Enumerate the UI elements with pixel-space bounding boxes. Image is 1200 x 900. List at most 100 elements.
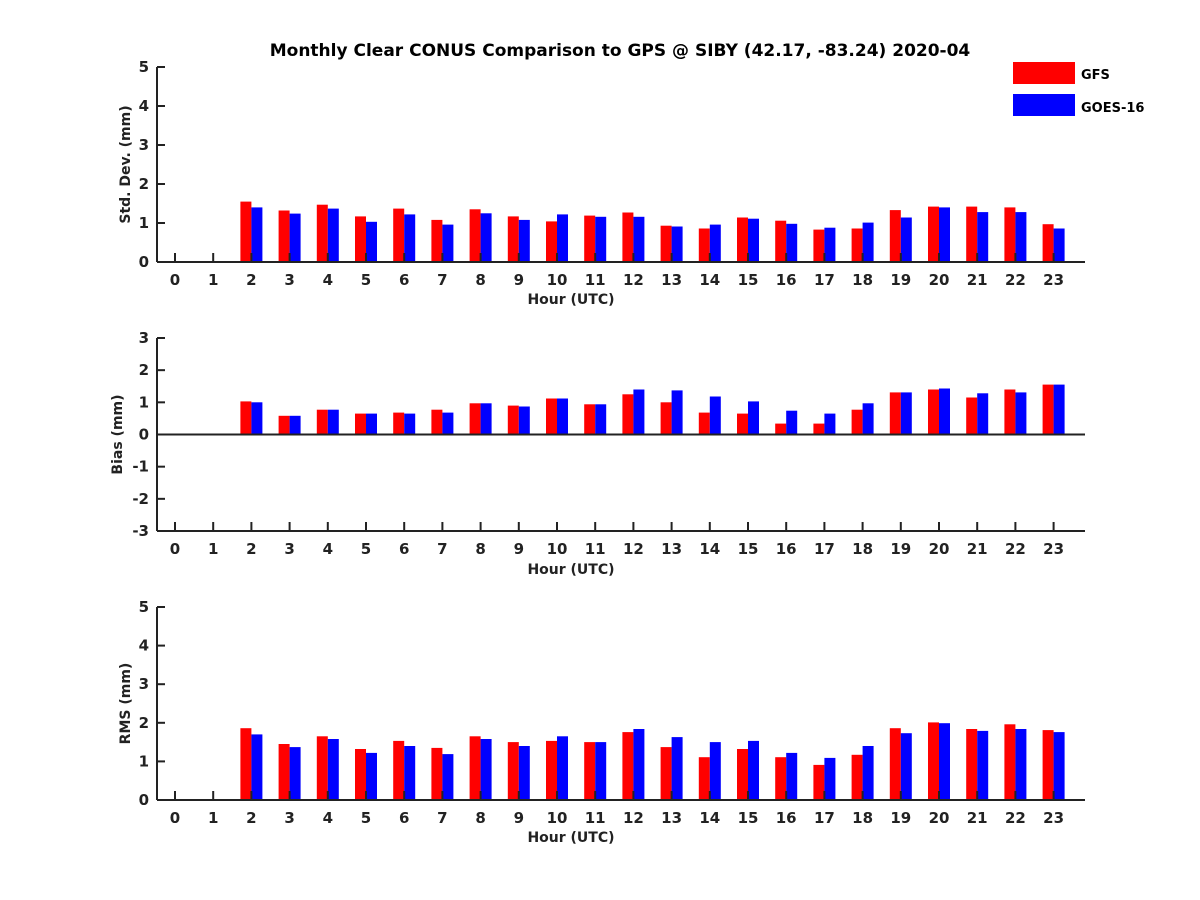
x-tick-label: 23 — [1043, 540, 1064, 558]
x-tick-label: 1 — [208, 809, 218, 827]
y-tick-label: 2 — [139, 175, 149, 193]
x-tick-label: 7 — [437, 271, 447, 289]
bar-goes16-hour-11 — [595, 216, 607, 262]
bar-gfs-hour-19 — [889, 728, 901, 800]
bar-goes16-hour-5 — [366, 413, 377, 435]
y-tick-label: 3 — [139, 675, 149, 693]
bar-gfs-hour-10 — [546, 740, 557, 800]
x-tick-label: 1 — [208, 540, 218, 558]
bar-gfs-hour-13 — [660, 747, 672, 800]
x-tick-label: 15 — [738, 809, 759, 827]
x-tick-label: 9 — [514, 540, 524, 558]
x-tick-label: 7 — [437, 540, 447, 558]
bar-goes16-hour-6 — [404, 214, 416, 262]
bar-goes16-hour-13 — [671, 390, 683, 435]
bar-gfs-hour-18 — [851, 228, 863, 262]
x-tick-label: 19 — [890, 540, 911, 558]
x-tick-label: 12 — [623, 540, 644, 558]
bar-gfs-hour-14 — [698, 412, 710, 435]
x-tick-label: 0 — [170, 540, 180, 558]
y-tick-label: 1 — [139, 214, 149, 232]
bar-gfs-hour-15 — [737, 217, 748, 262]
bar-gfs-hour-12 — [622, 212, 634, 262]
bar-gfs-hour-9 — [507, 216, 519, 262]
bar-gfs-hour-8 — [469, 209, 481, 262]
bar-goes16-hour-13 — [671, 737, 683, 800]
bar-goes16-hour-3 — [289, 415, 301, 435]
x-axis-label: Hour (UTC) — [527, 292, 614, 308]
x-tick-label: 13 — [661, 809, 682, 827]
bar-gfs-hour-9 — [507, 742, 519, 800]
bar-gfs-hour-13 — [660, 402, 672, 435]
x-tick-label: 20 — [929, 809, 950, 827]
x-tick-label: 13 — [661, 540, 682, 558]
bar-gfs-hour-12 — [622, 732, 634, 800]
x-tick-label: 20 — [929, 271, 950, 289]
x-tick-label: 19 — [890, 809, 911, 827]
bar-gfs-hour-20 — [928, 206, 939, 262]
x-tick-label: 23 — [1043, 809, 1064, 827]
bar-goes16-hour-12 — [633, 389, 645, 435]
bar-gfs-hour-6 — [393, 208, 405, 262]
bar-gfs-hour-11 — [584, 742, 596, 800]
bar-goes16-hour-22 — [1015, 729, 1027, 800]
x-tick-label: 23 — [1043, 271, 1064, 289]
bar-goes16-hour-9 — [518, 406, 530, 435]
x-tick-label: 8 — [475, 540, 485, 558]
x-tick-label: 9 — [514, 271, 524, 289]
bar-goes16-hour-10 — [557, 398, 568, 435]
bar-goes16-hour-19 — [900, 733, 912, 800]
x-axis-label: Hour (UTC) — [527, 562, 614, 578]
bar-goes16-hour-8 — [480, 403, 492, 435]
bar-goes16-hour-11 — [595, 742, 607, 800]
bar-gfs-hour-14 — [698, 228, 710, 262]
bar-gfs-hour-23 — [1042, 730, 1054, 800]
bar-goes16-hour-14 — [709, 224, 721, 262]
bar-goes16-hour-2 — [251, 734, 263, 800]
bar-gfs-hour-10 — [546, 398, 557, 435]
bar-goes16-hour-11 — [595, 404, 607, 435]
x-tick-label: 3 — [284, 809, 294, 827]
bar-gfs-hour-11 — [584, 404, 596, 435]
bar-gfs-hour-19 — [889, 392, 901, 435]
x-tick-label: 22 — [1005, 540, 1026, 558]
bar-gfs-hour-17 — [813, 423, 825, 435]
legend: GFS GOES-16 — [1013, 62, 1144, 116]
bar-goes16-hour-10 — [557, 214, 568, 262]
bar-gfs-hour-21 — [966, 397, 978, 435]
bar-gfs-hour-19 — [889, 210, 901, 262]
x-tick-label: 12 — [623, 809, 644, 827]
x-tick-label: 4 — [323, 540, 333, 558]
x-tick-label: 2 — [246, 809, 256, 827]
bar-gfs-hour-17 — [813, 229, 825, 262]
bar-gfs-hour-2 — [240, 401, 252, 435]
legend-label-gfs: GFS — [1081, 68, 1110, 83]
bar-gfs-hour-7 — [431, 409, 443, 435]
bar-goes16-hour-23 — [1053, 384, 1065, 435]
bar-goes16-hour-18 — [862, 746, 874, 800]
bar-goes16-hour-14 — [709, 396, 721, 435]
bar-gfs-hour-16 — [775, 220, 787, 262]
bar-goes16-hour-15 — [748, 401, 759, 435]
bar-gfs-hour-5 — [355, 749, 366, 800]
x-tick-label: 16 — [776, 271, 797, 289]
y-tick-label: 3 — [139, 329, 149, 347]
legend-swatch-goes16 — [1013, 94, 1075, 116]
bar-goes16-hour-21 — [977, 730, 989, 800]
bar-gfs-hour-5 — [355, 216, 366, 262]
x-tick-label: 22 — [1005, 809, 1026, 827]
bar-gfs-hour-2 — [240, 201, 252, 262]
bar-goes16-hour-3 — [289, 213, 301, 262]
x-tick-label: 15 — [738, 271, 759, 289]
bar-gfs-hour-7 — [431, 219, 443, 262]
y-tick-label: 1 — [139, 393, 149, 411]
bar-gfs-hour-4 — [316, 204, 328, 262]
bar-goes16-hour-20 — [939, 207, 950, 262]
x-tick-label: 7 — [437, 809, 447, 827]
bar-gfs-hour-23 — [1042, 224, 1054, 262]
bar-gfs-hour-8 — [469, 736, 481, 800]
x-tick-label: 18 — [852, 809, 873, 827]
bar-goes16-hour-17 — [824, 757, 836, 800]
x-tick-label: 4 — [323, 271, 333, 289]
